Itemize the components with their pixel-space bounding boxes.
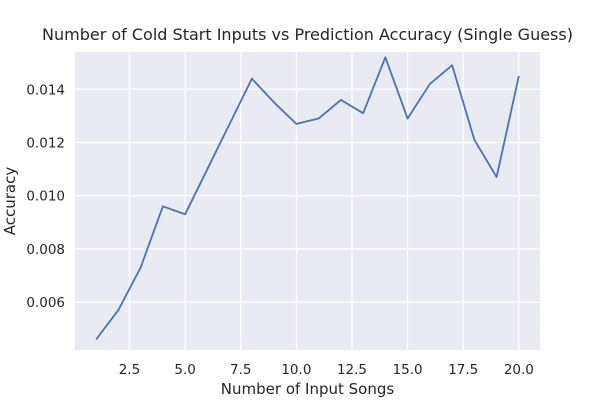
y-tick-label: 0.012 (26, 135, 65, 151)
y-tick-label: 0.008 (26, 242, 65, 258)
y-tick-label: 0.014 (26, 82, 65, 98)
x-tick-label: 17.5 (448, 362, 478, 378)
x-tick-label: 7.5 (230, 362, 251, 378)
series-line (95, 56, 520, 340)
x-tick-label: 20.0 (504, 362, 534, 378)
chart-title: Number of Cold Start Inputs vs Predictio… (42, 25, 573, 44)
x-tick-label: 5.0 (174, 362, 195, 378)
y-axis-label: Accuracy (1, 167, 19, 236)
plot-area (75, 52, 540, 350)
y-tick-labels: 0.006 0.008 0.010 0.012 0.014 (26, 82, 65, 311)
y-tick-label: 0.006 (26, 295, 65, 311)
x-tick-labels: 2.5 5.0 7.5 10.0 12.5 15.0 17.5 20.0 (119, 362, 534, 378)
y-gridlines (75, 88, 540, 303)
x-axis-label: Number of Input Songs (221, 380, 395, 398)
x-tick-label: 12.5 (337, 362, 367, 378)
x-tick-label: 10.0 (281, 362, 311, 378)
x-tick-label: 2.5 (119, 362, 140, 378)
x-tick-label: 15.0 (393, 362, 423, 378)
y-tick-label: 0.010 (26, 189, 65, 205)
